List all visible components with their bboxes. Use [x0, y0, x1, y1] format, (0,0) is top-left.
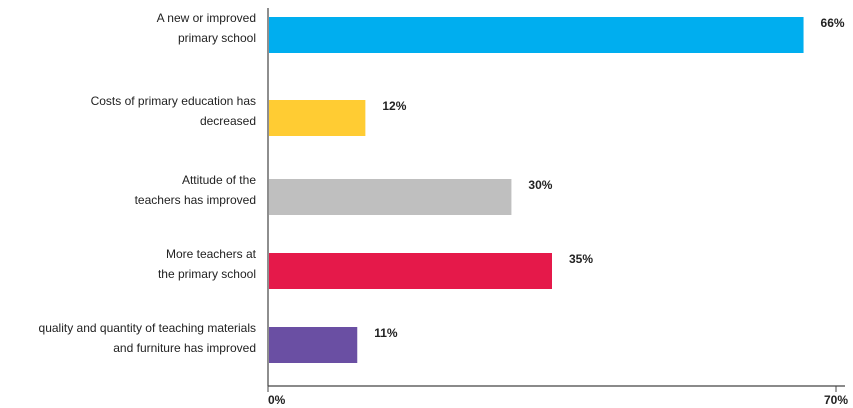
value-label-0: 66% — [821, 16, 845, 30]
bar-3 — [269, 253, 552, 289]
value-label-4: 11% — [374, 326, 398, 340]
category-label-line: and furniture has improved — [113, 341, 256, 355]
value-label-3: 35% — [569, 252, 593, 266]
bar-2 — [269, 179, 512, 215]
category-label-line: Costs of primary education has — [91, 94, 256, 108]
category-label-line: Attitude of the — [182, 173, 256, 187]
category-label-line: More teachers at — [166, 247, 257, 261]
x-tick-label-1: 70% — [824, 393, 848, 407]
value-label-2: 30% — [528, 178, 552, 192]
bar-0 — [269, 17, 804, 53]
category-label-line: A new or improved — [157, 11, 256, 25]
category-label-1: Costs of primary education has decreased — [91, 94, 256, 128]
category-label-3: More teachers at the primary school — [158, 247, 257, 281]
category-label-2: Attitude of the teachers has improved — [135, 173, 257, 207]
category-label-line: quality and quantity of teaching materia… — [39, 321, 256, 335]
x-tick-label-0: 0% — [268, 393, 286, 407]
x-ticks-group: 0% 70% — [267, 386, 848, 407]
value-label-1: 12% — [382, 99, 406, 113]
category-label-line: teachers has improved — [135, 193, 256, 207]
category-labels-group: A new or improved primary school Costs of … — [39, 11, 257, 355]
category-label-line: the primary school — [158, 267, 256, 281]
bars-group: 66% 12% 30% 35% 11% — [269, 16, 845, 363]
category-label-line: decreased — [200, 114, 256, 128]
category-label-line: primary school — [178, 31, 256, 45]
bar-1 — [269, 100, 366, 136]
bar-4 — [269, 327, 358, 363]
category-label-4: quality and quantity of teaching materia… — [39, 321, 256, 355]
category-label-0: A new or improved primary school — [157, 11, 256, 45]
